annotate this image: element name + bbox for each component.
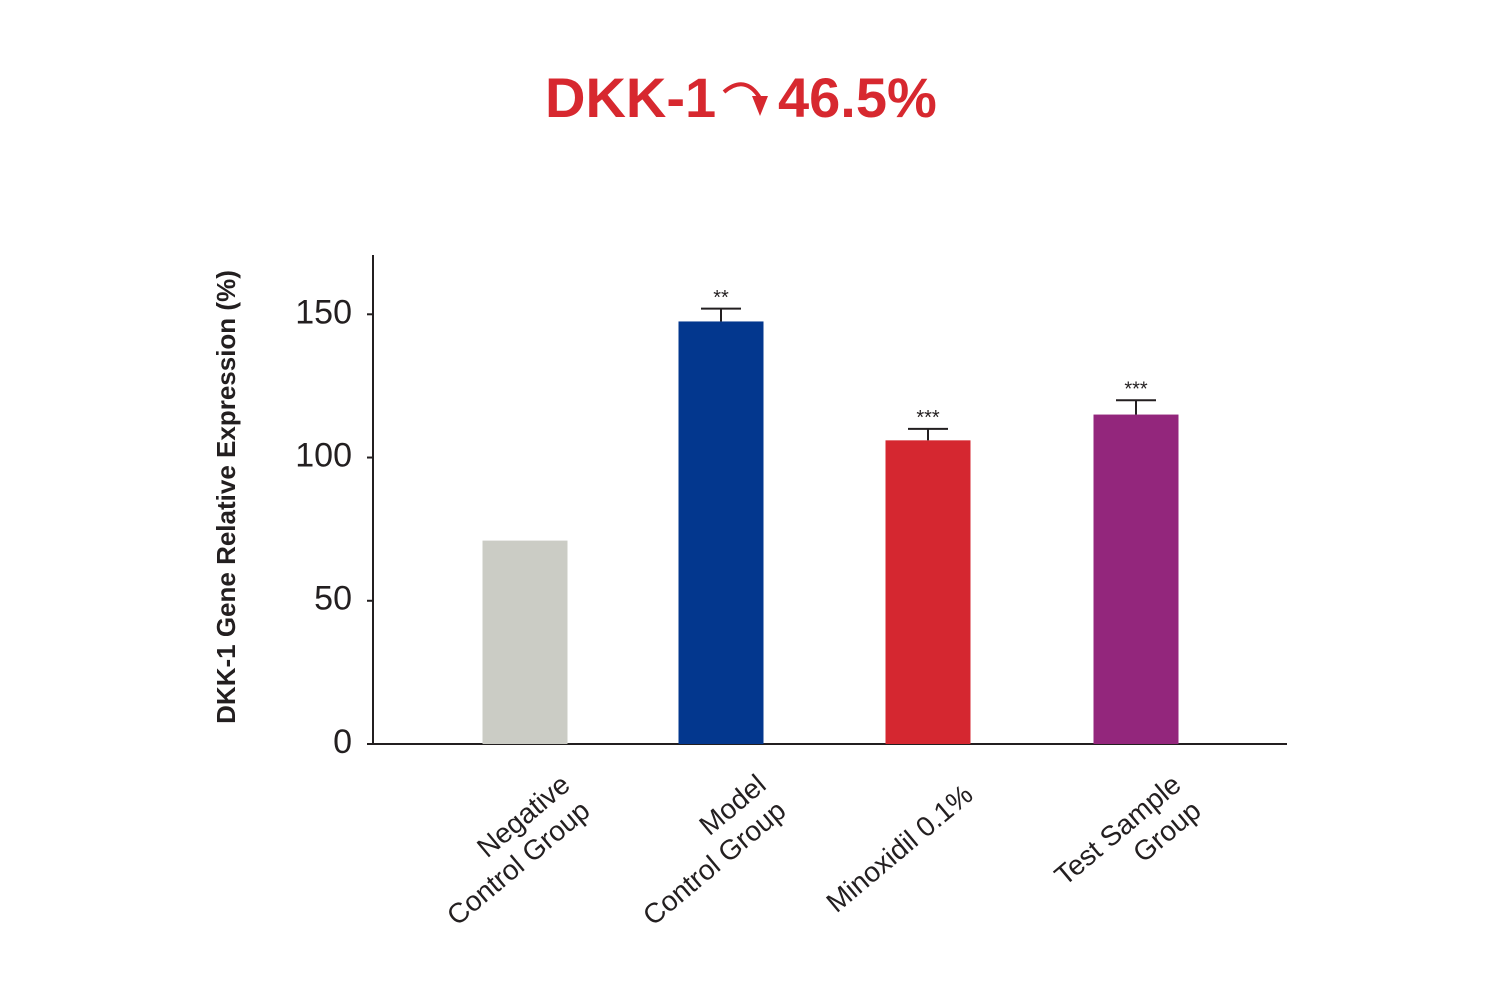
bar: [678, 321, 764, 744]
x-tick-label: Minoxidil 0.1%: [820, 779, 978, 919]
title-annotation: 46.5%: [778, 66, 937, 129]
arrow-head: [752, 96, 768, 116]
y-tick-label: 100: [295, 437, 352, 475]
bar: [885, 440, 971, 744]
significance: **: [713, 287, 729, 309]
y-tick-label: 150: [295, 293, 352, 331]
y-tick-label: 50: [314, 580, 352, 618]
chart-title: DKK-1: [545, 66, 716, 129]
down-arrow: [722, 82, 762, 100]
significance: ***: [1124, 379, 1148, 401]
y-axis-label: DKK-1 Gene Relative Expression (%): [211, 270, 241, 724]
y-tick-label: 0: [333, 723, 352, 761]
bar: [482, 540, 568, 744]
significance: ***: [916, 407, 940, 429]
bar: [1093, 414, 1179, 744]
